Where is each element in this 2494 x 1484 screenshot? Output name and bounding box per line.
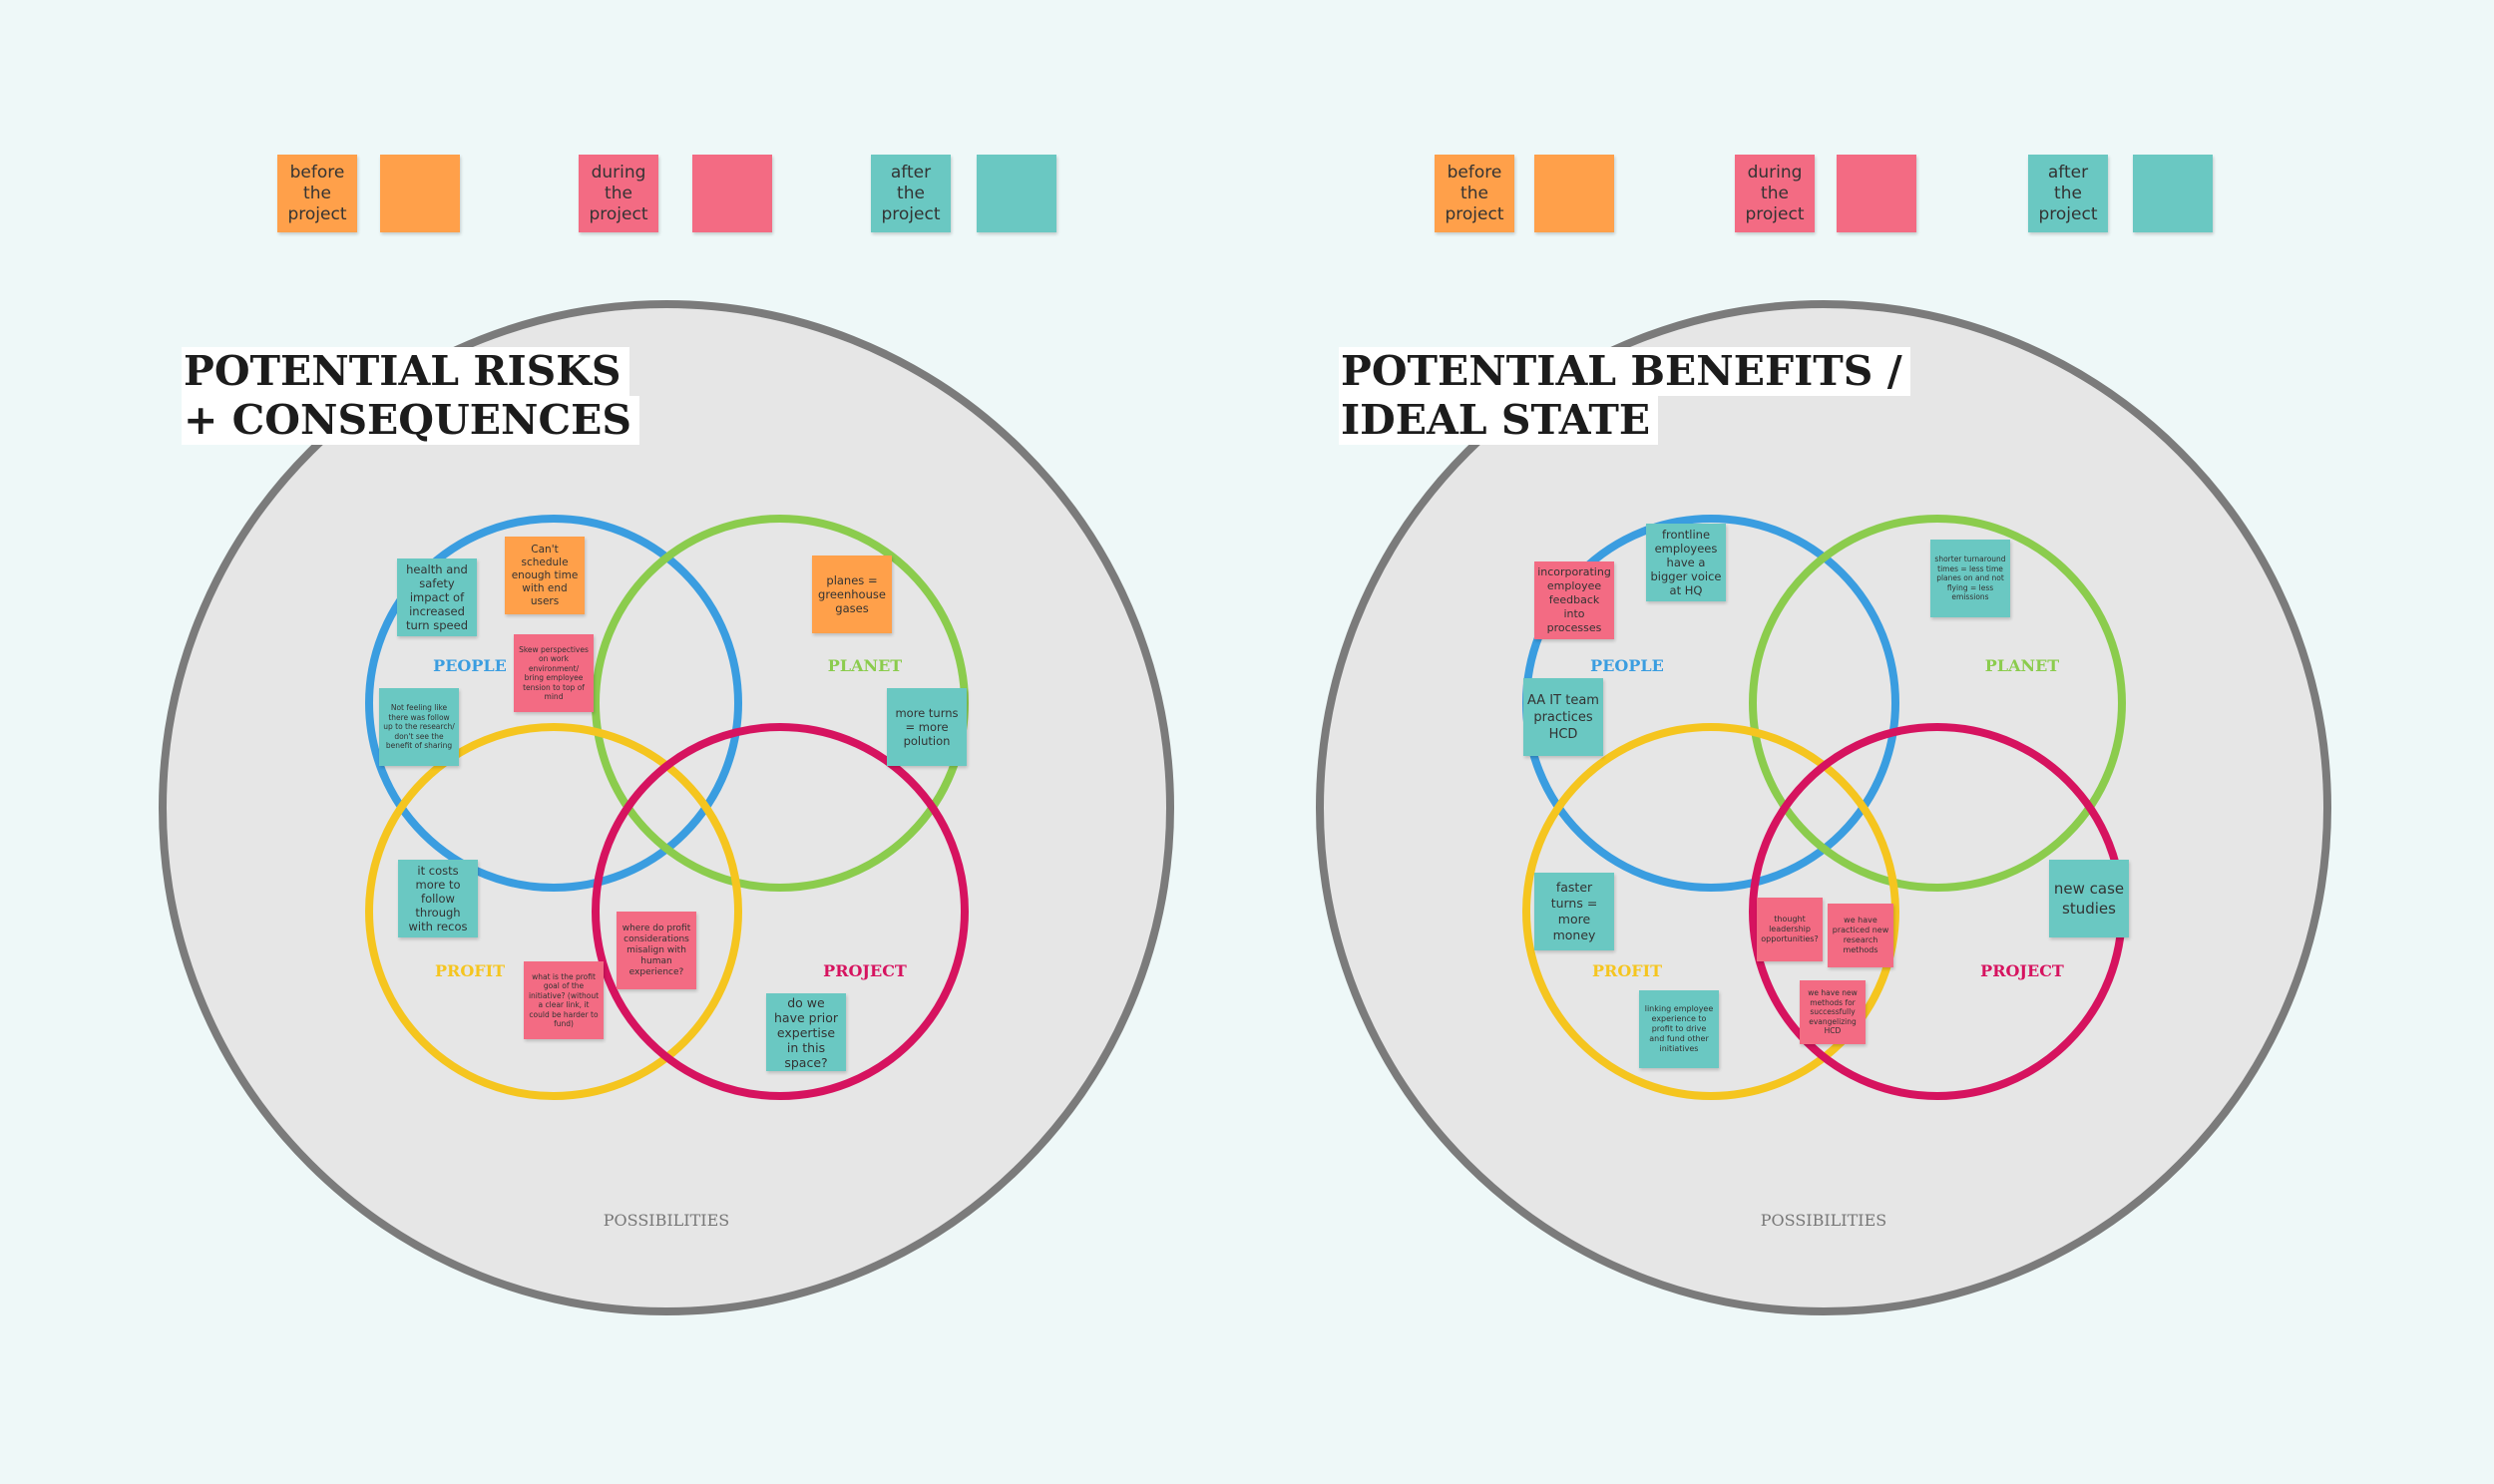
title-line-2: IDEAL STATE xyxy=(1339,396,1659,445)
sticky-note[interactable]: incorporating employee feedback into pro… xyxy=(1534,561,1614,639)
sticky-note[interactable]: shorter turnaround times = less time pla… xyxy=(1930,540,2010,617)
sticky-note[interactable]: it costs more to follow through with rec… xyxy=(398,860,478,937)
legend-after-swatch[interactable] xyxy=(2133,155,2213,232)
label-possibilities: POSSIBILITIES xyxy=(603,1211,730,1230)
outer-circle-risks xyxy=(159,300,1174,1315)
sticky-note[interactable]: we have practiced new research methods xyxy=(1828,904,1893,967)
circle-project-risks xyxy=(592,723,969,1100)
legend-before-swatch[interactable] xyxy=(380,155,460,232)
sticky-note[interactable]: thought leadership opportunities? xyxy=(1757,898,1823,961)
sticky-note[interactable]: Can't schedule enough time with end user… xyxy=(505,537,585,614)
circle-planet-benefits xyxy=(1749,515,2126,892)
sticky-note[interactable]: what is the profit goal of the initiativ… xyxy=(524,961,604,1039)
sticky-note[interactable]: frontline employees have a bigger voice … xyxy=(1646,524,1726,601)
label-project: PROJECT xyxy=(1980,961,2064,980)
sticky-note[interactable]: faster turns = more money xyxy=(1534,873,1614,950)
label-profit: PROFIT xyxy=(1591,961,1663,980)
title-line-1: POTENTIAL RISKS xyxy=(182,347,629,396)
sticky-note[interactable]: planes = greenhouse gases xyxy=(812,556,892,633)
sticky-note[interactable]: new case studies xyxy=(2049,860,2129,937)
circle-profit-risks xyxy=(365,723,742,1100)
legend-during-swatch[interactable] xyxy=(1837,155,1916,232)
sticky-note[interactable]: Not feeling like there was follow up to … xyxy=(379,688,459,766)
legend-after-note[interactable]: after the project xyxy=(871,155,951,232)
label-planet: PLANET xyxy=(1984,656,2060,675)
circle-people-risks xyxy=(365,515,742,892)
label-planet: PLANET xyxy=(827,656,903,675)
outer-circle-benefits xyxy=(1316,300,2331,1315)
sticky-note[interactable]: where do profit considerations misalign … xyxy=(617,912,696,989)
legend-during-swatch[interactable] xyxy=(692,155,772,232)
sticky-note[interactable]: AA IT team practices HCD xyxy=(1523,678,1603,756)
label-profit: PROFIT xyxy=(434,961,506,980)
title-line-2: + CONSEQUENCES xyxy=(182,396,639,445)
label-project: PROJECT xyxy=(823,961,907,980)
board-title-risks: POTENTIAL RISKS + CONSEQUENCES xyxy=(182,347,639,445)
legend-before-note[interactable]: before the project xyxy=(277,155,357,232)
legend-after-swatch[interactable] xyxy=(977,155,1056,232)
legend-after-note[interactable]: after the project xyxy=(2028,155,2108,232)
label-possibilities: POSSIBILITIES xyxy=(1760,1211,1887,1230)
sticky-note[interactable]: more turns = more polution xyxy=(887,688,967,766)
board-title-benefits: POTENTIAL BENEFITS / IDEAL STATE xyxy=(1339,347,1910,445)
title-line-1: POTENTIAL BENEFITS / xyxy=(1339,347,1910,396)
label-people: PEOPLE xyxy=(433,656,507,675)
sticky-note[interactable]: Skew perspectives on work environment/ b… xyxy=(514,634,594,712)
circle-profit-benefits xyxy=(1522,723,1899,1100)
sticky-note[interactable]: do we have prior expertise in this space… xyxy=(766,993,846,1071)
legend-during-note[interactable]: during the project xyxy=(1735,155,1815,232)
sticky-note[interactable]: we have new methods for successfully eva… xyxy=(1800,980,1866,1044)
sticky-note[interactable]: health and safety impact of increased tu… xyxy=(397,558,477,636)
sticky-note[interactable]: linking employee experience to profit to… xyxy=(1639,990,1719,1068)
legend-during-note[interactable]: during the project xyxy=(579,155,658,232)
label-people: PEOPLE xyxy=(1590,656,1664,675)
legend-before-note[interactable]: before the project xyxy=(1435,155,1514,232)
legend-before-swatch[interactable] xyxy=(1534,155,1614,232)
